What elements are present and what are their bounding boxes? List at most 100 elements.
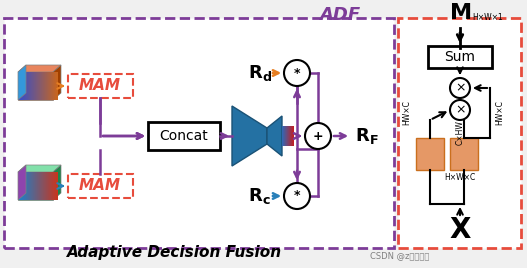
Bar bbox=[30, 172, 31, 200]
Bar bbox=[18, 72, 53, 100]
Bar bbox=[54, 72, 55, 100]
Bar bbox=[22, 172, 23, 200]
Bar bbox=[39, 72, 40, 100]
Bar bbox=[37, 172, 38, 200]
Circle shape bbox=[450, 100, 470, 120]
Bar bbox=[289, 126, 290, 146]
Bar bbox=[24, 72, 25, 100]
FancyBboxPatch shape bbox=[68, 74, 133, 98]
Bar bbox=[32, 172, 33, 200]
Bar bbox=[18, 72, 19, 100]
Circle shape bbox=[284, 183, 310, 209]
Bar bbox=[25, 72, 26, 100]
Bar bbox=[287, 126, 288, 146]
Bar bbox=[38, 72, 39, 100]
Text: $\mathbf{R_F}$: $\mathbf{R_F}$ bbox=[355, 126, 378, 146]
Bar bbox=[36, 172, 37, 200]
Bar bbox=[27, 72, 28, 100]
Bar bbox=[57, 172, 58, 200]
Text: +: + bbox=[313, 129, 323, 143]
Bar bbox=[42, 172, 43, 200]
Bar bbox=[39, 172, 40, 200]
Bar bbox=[24, 172, 25, 200]
Text: MAM: MAM bbox=[79, 79, 121, 94]
Bar bbox=[30, 72, 31, 100]
Bar bbox=[50, 72, 51, 100]
Bar bbox=[48, 172, 49, 200]
Bar bbox=[40, 72, 41, 100]
Text: Sum: Sum bbox=[444, 50, 475, 64]
Bar bbox=[27, 172, 28, 200]
Bar bbox=[282, 126, 283, 146]
Bar bbox=[44, 72, 45, 100]
Bar bbox=[33, 172, 34, 200]
Text: HW×C: HW×C bbox=[495, 100, 504, 125]
Polygon shape bbox=[18, 65, 61, 72]
Bar bbox=[18, 172, 19, 200]
Bar bbox=[41, 72, 42, 100]
Bar bbox=[33, 72, 34, 100]
Text: $\times$: $\times$ bbox=[455, 81, 465, 95]
Bar bbox=[55, 72, 56, 100]
Bar bbox=[49, 72, 50, 100]
Bar bbox=[283, 126, 284, 146]
Text: ADF: ADF bbox=[319, 6, 360, 24]
Bar bbox=[54, 172, 55, 200]
Polygon shape bbox=[53, 165, 61, 200]
Bar bbox=[416, 138, 444, 170]
Bar bbox=[53, 172, 54, 200]
Bar bbox=[22, 72, 23, 100]
Bar bbox=[20, 172, 21, 200]
Bar bbox=[23, 172, 24, 200]
Bar bbox=[20, 72, 21, 100]
Bar bbox=[55, 172, 56, 200]
Text: $\mathbf{R_c}$: $\mathbf{R_c}$ bbox=[248, 186, 271, 206]
Text: $\mathbf{X}$: $\mathbf{X}$ bbox=[448, 216, 472, 244]
Polygon shape bbox=[232, 106, 267, 166]
Polygon shape bbox=[18, 165, 26, 200]
Bar bbox=[44, 172, 45, 200]
Bar bbox=[56, 72, 57, 100]
Text: $\mathbf{M}$: $\mathbf{M}$ bbox=[449, 3, 471, 23]
Bar bbox=[51, 72, 52, 100]
Bar bbox=[46, 172, 47, 200]
Polygon shape bbox=[53, 65, 61, 100]
Bar bbox=[45, 172, 46, 200]
Bar bbox=[50, 172, 51, 200]
Bar bbox=[41, 172, 42, 200]
Bar bbox=[35, 72, 36, 100]
Bar bbox=[18, 172, 53, 200]
Polygon shape bbox=[18, 165, 61, 172]
Bar bbox=[40, 172, 41, 200]
Text: Adaptive Decision Fusion: Adaptive Decision Fusion bbox=[67, 245, 282, 260]
Text: *: * bbox=[294, 66, 300, 80]
Bar bbox=[51, 172, 52, 200]
Text: $\times$: $\times$ bbox=[455, 103, 465, 117]
Bar bbox=[42, 72, 43, 100]
Bar bbox=[21, 72, 22, 100]
Bar bbox=[291, 126, 292, 146]
Bar bbox=[34, 72, 35, 100]
Bar bbox=[28, 172, 29, 200]
FancyBboxPatch shape bbox=[148, 122, 220, 150]
Text: H×W×C: H×W×C bbox=[444, 173, 476, 183]
Text: CSDN @z的小穗禾: CSDN @z的小穗禾 bbox=[370, 251, 430, 260]
Bar bbox=[19, 72, 20, 100]
Bar bbox=[29, 172, 30, 200]
Bar bbox=[47, 72, 48, 100]
Bar bbox=[21, 172, 22, 200]
FancyBboxPatch shape bbox=[428, 46, 492, 68]
Bar bbox=[46, 72, 47, 100]
FancyBboxPatch shape bbox=[398, 18, 521, 248]
Bar bbox=[26, 172, 27, 200]
Bar bbox=[43, 72, 44, 100]
Bar bbox=[52, 72, 53, 100]
Bar bbox=[37, 72, 38, 100]
Text: *: * bbox=[294, 189, 300, 203]
Text: C×HW: C×HW bbox=[455, 121, 464, 146]
Bar bbox=[31, 72, 32, 100]
Circle shape bbox=[284, 60, 310, 86]
Bar bbox=[38, 172, 39, 200]
Bar bbox=[28, 72, 29, 100]
Bar bbox=[285, 126, 286, 146]
